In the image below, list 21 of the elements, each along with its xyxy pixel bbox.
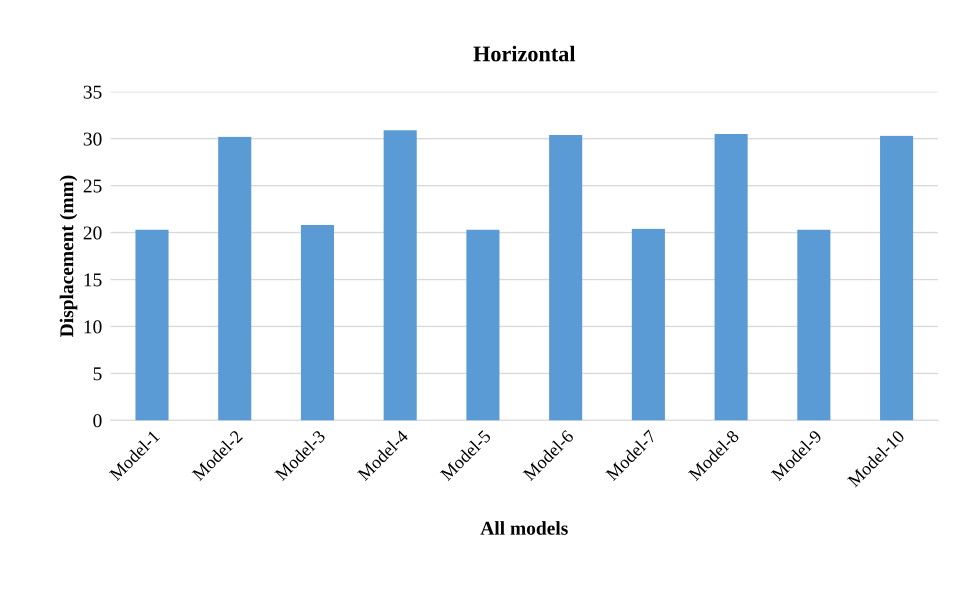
bar — [218, 136, 252, 420]
y-tick-label: 15 — [84, 273, 102, 286]
bar — [549, 134, 582, 420]
y-tick-label: 0 — [93, 414, 102, 428]
bar — [300, 225, 334, 420]
x-axis-title: All models — [480, 521, 568, 535]
bar — [135, 230, 169, 420]
chart-title: Horizontal — [473, 46, 576, 62]
bar — [880, 136, 914, 420]
y-tick-label: 35 — [84, 86, 102, 99]
y-tick-label: 20 — [84, 226, 102, 240]
bar — [632, 228, 665, 420]
bar — [466, 230, 500, 420]
y-tick-label: 10 — [84, 320, 102, 334]
y-tick-label: 25 — [84, 180, 102, 193]
y-axis-title: Displacement (mm) — [60, 176, 78, 337]
y-tick-label: 30 — [84, 132, 102, 146]
bar — [714, 134, 748, 420]
y-tick-label: 5 — [94, 367, 102, 380]
bar — [384, 130, 417, 420]
bar — [797, 230, 830, 420]
